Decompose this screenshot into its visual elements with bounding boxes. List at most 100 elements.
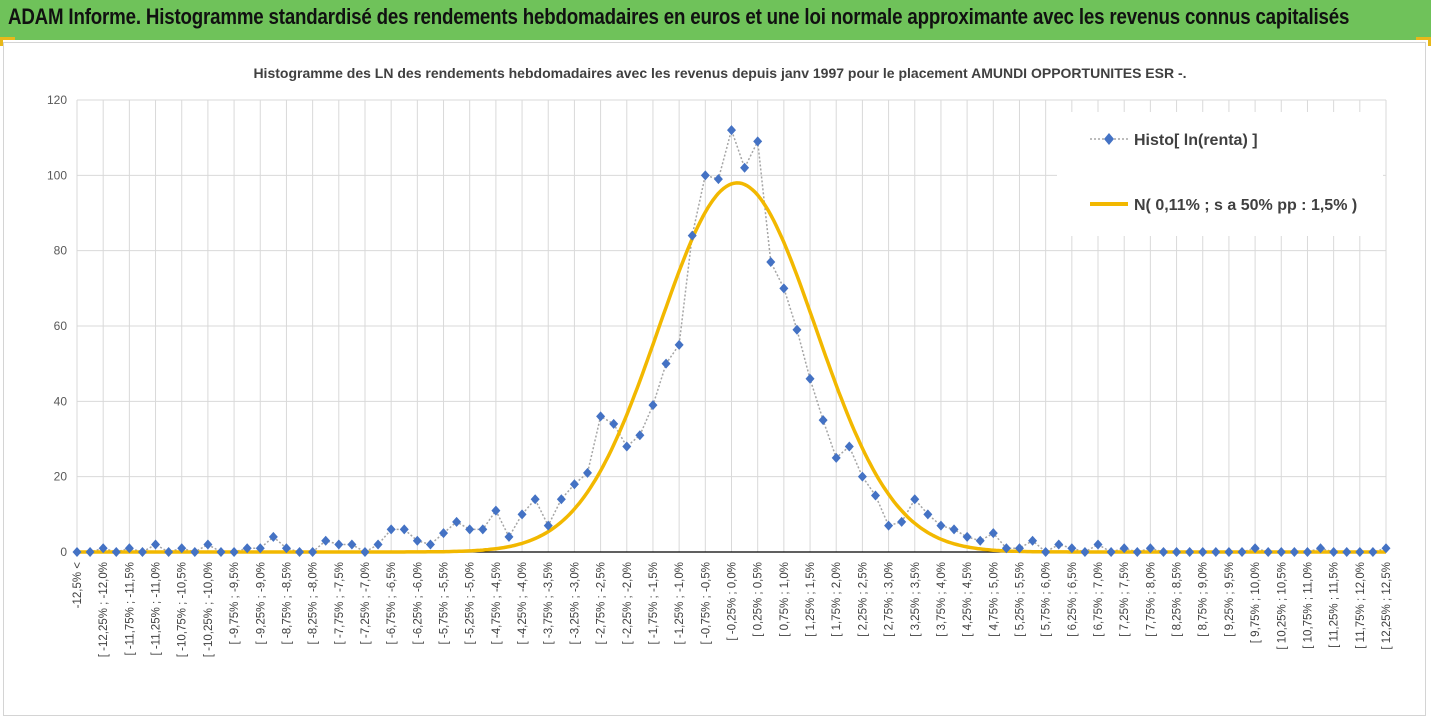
y-tick-label: 20 bbox=[54, 470, 68, 484]
histo-point bbox=[609, 418, 619, 429]
x-tick-label: [ 0,75% ; 1,0% bbox=[779, 562, 791, 637]
x-tick-label: [ 0,25% ; 0,5% bbox=[753, 562, 765, 637]
histo-point bbox=[478, 524, 488, 535]
x-tick-label: [ 8,25% ; 8,5% bbox=[1172, 562, 1184, 637]
header-banner: ADAM Informe. Histogramme standardisé de… bbox=[0, 0, 1431, 40]
x-tick-label: [ -10,75% ; -10,5% bbox=[177, 562, 189, 657]
histo-point bbox=[177, 543, 187, 554]
histo-point bbox=[1041, 547, 1051, 557]
chart-frame bbox=[3, 42, 1426, 716]
histo-point bbox=[203, 539, 213, 550]
histo-point bbox=[556, 494, 566, 505]
x-tick-label: [ -0,25% ; 0,0% bbox=[727, 562, 739, 641]
histo-point bbox=[844, 441, 854, 452]
histo-point bbox=[831, 452, 841, 463]
x-tick-label: [ 6,25% ; 6,5% bbox=[1067, 562, 1079, 637]
y-tick-label: 40 bbox=[54, 394, 68, 408]
x-tick-label: [ -3,75% ; -3,5% bbox=[543, 562, 555, 644]
y-tick-label: 80 bbox=[54, 244, 68, 258]
x-tick-label: [ 1,75% ; 2,0% bbox=[831, 562, 843, 637]
histo-point bbox=[281, 543, 291, 554]
histo-point bbox=[321, 535, 331, 546]
histo-point bbox=[779, 283, 789, 294]
histo-point bbox=[216, 547, 226, 557]
histo-point bbox=[72, 547, 82, 557]
x-tick-label: [ 7,75% ; 8,0% bbox=[1145, 562, 1157, 637]
histo-point bbox=[766, 256, 776, 267]
y-tick-label: 0 bbox=[60, 545, 67, 559]
y-tick-label: 100 bbox=[47, 168, 67, 182]
histo-point bbox=[439, 528, 449, 539]
x-tick-label: [ 5,25% ; 5,5% bbox=[1014, 562, 1026, 637]
histo-point bbox=[648, 400, 658, 411]
legend-background bbox=[1057, 112, 1383, 236]
histo-point bbox=[1342, 547, 1352, 557]
x-tick-label: [ 10,75% ; 11,0% bbox=[1302, 562, 1314, 649]
histo-point bbox=[255, 543, 265, 554]
x-tick-label: [ 5,75% ; 6,0% bbox=[1041, 562, 1053, 637]
histo-point bbox=[713, 174, 723, 185]
x-tick-label: [ -7,75% ; -7,5% bbox=[334, 562, 346, 644]
y-tick-label: 60 bbox=[54, 319, 68, 333]
x-tick-label: [ 11,75% ; 12,0% bbox=[1355, 562, 1367, 649]
histo-point bbox=[1289, 547, 1299, 557]
histo-point bbox=[1014, 543, 1024, 554]
x-tick-label: [ -1,25% ; -1,0% bbox=[674, 562, 686, 644]
histo-point bbox=[412, 535, 422, 546]
histo-point bbox=[1211, 547, 1221, 557]
histo-point bbox=[857, 471, 867, 482]
histo-point bbox=[897, 516, 907, 527]
histo-point bbox=[151, 539, 161, 550]
histo-point bbox=[622, 441, 632, 452]
x-tick-label: [ -9,75% ; -9,5% bbox=[229, 562, 241, 644]
histo-point bbox=[870, 490, 880, 501]
histo-point bbox=[1329, 547, 1339, 557]
histo-point bbox=[1080, 547, 1090, 557]
x-tick-label: [ -7,25% ; -7,0% bbox=[360, 562, 372, 644]
histo-point bbox=[884, 520, 894, 531]
histo-point bbox=[373, 539, 383, 550]
histo-point bbox=[596, 411, 606, 422]
x-tick-label: [ 10,25% ; 10,5% bbox=[1276, 562, 1288, 650]
x-tick-label: [ -11,25% ; -11,0% bbox=[151, 562, 163, 656]
histo-point bbox=[753, 136, 763, 147]
histo-point bbox=[98, 543, 108, 554]
histo-point bbox=[583, 467, 593, 478]
histo-point bbox=[1067, 543, 1077, 554]
histo-point bbox=[399, 524, 409, 535]
histo-point bbox=[1158, 547, 1168, 557]
histo-point bbox=[975, 535, 985, 546]
histo-point bbox=[1132, 547, 1142, 557]
x-tick-label: [ -4,25% ; -4,0% bbox=[517, 562, 529, 644]
x-tick-label: [ 2,25% ; 2,5% bbox=[857, 562, 869, 637]
x-tick-label: [ -12,25% ; -12,0% bbox=[98, 562, 110, 657]
x-tick-label: [ -11,75% ; -11,5% bbox=[124, 562, 136, 656]
histo-point bbox=[308, 547, 318, 557]
histo-point bbox=[504, 531, 514, 542]
histo-point bbox=[137, 547, 147, 557]
x-tick-label: [ 9,75% ; 10,0% bbox=[1250, 562, 1262, 643]
x-tick-label: [ 7,25% ; 7,5% bbox=[1119, 562, 1131, 637]
histo-point bbox=[1093, 539, 1103, 550]
x-tick-label: [ -2,75% ; -2,5% bbox=[596, 562, 608, 644]
histo-point bbox=[1302, 547, 1312, 557]
histo-point bbox=[517, 509, 527, 520]
histo-point bbox=[543, 520, 553, 531]
histo-point bbox=[1381, 543, 1391, 554]
histo-point bbox=[1145, 543, 1155, 554]
histo-point bbox=[1172, 547, 1182, 557]
histo-point bbox=[700, 170, 710, 181]
histo-point bbox=[1263, 547, 1273, 557]
histo-point bbox=[569, 479, 579, 490]
x-tick-label: [ -0,75% ; -0,5% bbox=[700, 562, 712, 644]
histo-point bbox=[190, 547, 200, 557]
histo-point bbox=[949, 524, 959, 535]
x-tick-label: [ 1,25% ; 1,5% bbox=[805, 562, 817, 637]
histo-point bbox=[962, 531, 972, 542]
histo-point bbox=[661, 358, 671, 369]
histo-point bbox=[1106, 547, 1116, 557]
x-tick-label: [ -8,75% ; -8,5% bbox=[281, 562, 293, 644]
x-tick-label: [ -4,75% ; -4,5% bbox=[491, 562, 503, 644]
histo-point bbox=[334, 539, 344, 550]
x-tick-label: [ -9,25% ; -9,0% bbox=[255, 562, 267, 644]
